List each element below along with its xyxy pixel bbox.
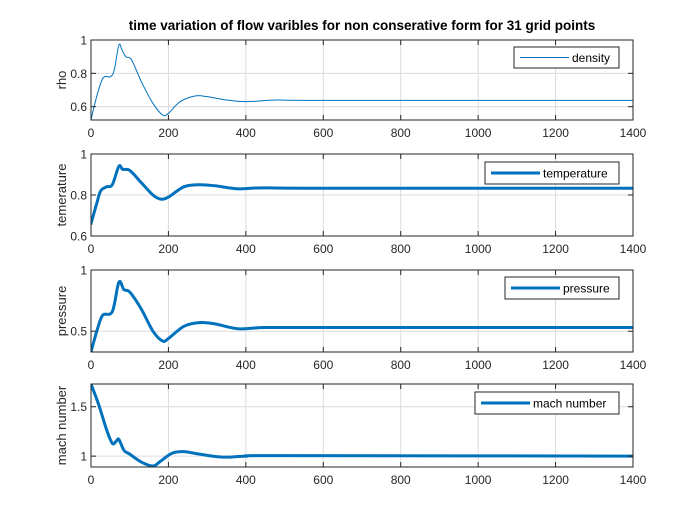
y-axis-ticks: 0.6 0.8 1 [70,148,633,244]
x-tick-label: 1000 [465,473,492,487]
y-axis-ticks: 0.51 [70,264,633,339]
x-tick-label: 1400 [620,358,647,372]
x-tick-label: 1000 [465,242,492,256]
y-tick-label: 1 [80,450,87,464]
density-line [91,43,633,120]
y-axis-label: rho [54,71,69,90]
legend-density[interactable]: density [513,46,620,69]
pressure-line [91,279,633,352]
axes-box [90,39,634,121]
x-tick-label: 1200 [542,126,569,140]
legend-label: density [572,51,610,65]
legend-label: mach number [533,397,606,411]
x-tick-label: 1200 [542,473,569,487]
x-axis-ticks: 0 200 400 600 800 1000 1200 1400 [88,270,647,372]
x-tick-label: 600 [313,358,333,372]
x-tick-label: 0 [88,473,95,487]
x-tick-label: 1200 [542,358,569,372]
y-tick-label: 0.6 [70,100,87,114]
legend-label: pressure [563,282,610,296]
y-tick-label: 0.8 [70,67,87,81]
x-tick-label: 400 [236,473,256,487]
x-tick-label: 600 [313,126,333,140]
x-axis-ticks: 0 200 400 600 800 1000 1200 1400 [88,154,647,256]
legend-label: temperature [543,167,608,181]
x-tick-label: 800 [391,358,411,372]
x-tick-label: 1400 [620,126,647,140]
y-tick-label: 1 [80,34,87,48]
y-axis-label: temerature [54,164,69,227]
x-tick-label: 0 [88,358,95,372]
y-tick-label: 0.8 [70,189,87,203]
x-tick-label: 1000 [465,126,492,140]
x-tick-label: 1400 [620,473,647,487]
x-tick-label: 1200 [542,242,569,256]
subplots: 0 200 400 600 800 1000 1200 14000.60.81rhodensi… [54,34,647,488]
axes-box [90,383,634,468]
temperature-line [91,164,633,226]
x-tick-label: 200 [158,473,178,487]
x-tick-label: 0 [88,242,95,256]
legend-pressure[interactable]: pressure [504,276,620,300]
legend-mach-number[interactable]: mach number [474,391,620,415]
x-tick-label: 1000 [465,358,492,372]
legend-temperature[interactable]: temperature [484,161,620,185]
y-tick-label: 1 [80,148,87,162]
y-axis-label: mach number [54,385,69,465]
x-tick-label: 200 [158,126,178,140]
subplot-density: 0 200 400 600 800 1000 1200 1400 0.6 0.8 1 rho densi… [54,34,647,141]
x-axis-ticks: 0 200 400 600 800 1000 1200 1400 [88,384,647,487]
x-tick-label: 400 [236,358,256,372]
x-tick-label: 800 [391,126,411,140]
y-axis-ticks: 11.5 [70,400,633,464]
x-tick-label: 0 [88,126,95,140]
y-tick-label: 1 [80,264,87,278]
gridlines [91,154,633,236]
x-tick-label: 200 [158,358,178,372]
y-tick-label: 1.5 [70,400,87,414]
x-tick-label: 800 [391,242,411,256]
x-tick-label: 400 [236,126,256,140]
y-axis-ticks: 0.6 0.8 1 [70,34,633,114]
subplot-temperature: 0 200 400 600 800 1000 1200 1400 0.6 0.8 1 temeratu… [54,148,647,257]
x-tick-label: 800 [391,473,411,487]
figure-title: time variation of flow varibles for non … [129,18,596,33]
x-tick-label: 400 [236,242,256,256]
x-tick-label: 1400 [620,242,647,256]
x-tick-label: 200 [158,242,178,256]
y-tick-label: 0.5 [70,325,87,339]
x-tick-label: 600 [313,242,333,256]
x-tick-label: 600 [313,473,333,487]
x-axis-ticks: 0 200 400 600 800 1000 1200 1400 [88,40,647,140]
axes-box [90,269,634,353]
y-tick-label: 0.6 [70,230,87,244]
y-axis-label: pressure [54,286,69,337]
mach-number-line [91,384,633,467]
